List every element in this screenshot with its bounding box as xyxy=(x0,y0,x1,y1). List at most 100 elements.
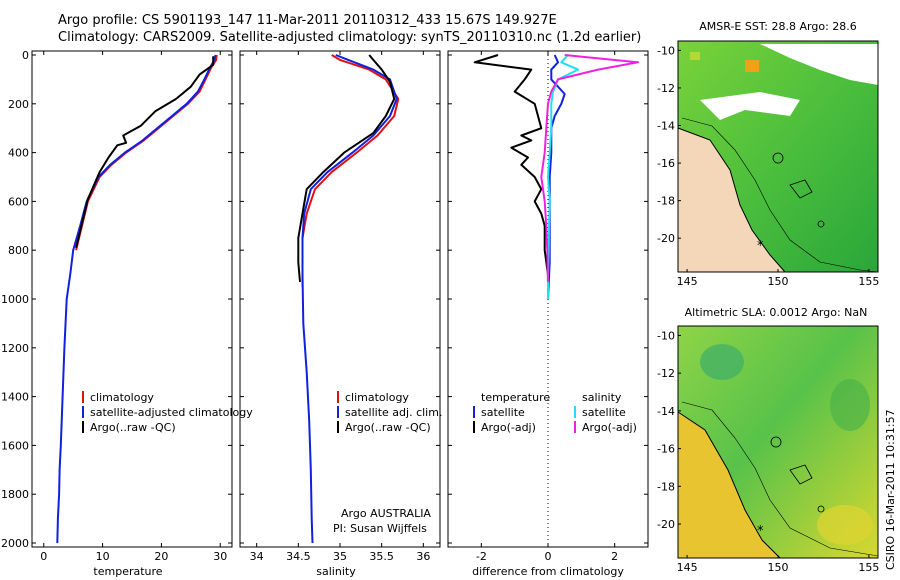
series-line-difference-3 xyxy=(540,54,639,282)
x-tick-label: 34 xyxy=(250,550,264,563)
sla-reef-2 xyxy=(789,464,813,485)
footer-timestamp: CSIRO 16-Mar-2011 10:31:57 xyxy=(884,409,897,570)
series-line-temperature-2 xyxy=(75,56,215,249)
series-line-difference-1 xyxy=(473,54,549,282)
sla-low-1 xyxy=(700,344,744,380)
x-tick-label: 0 xyxy=(545,550,552,563)
series-line-difference-2 xyxy=(547,54,579,299)
sst-patch-2 xyxy=(690,52,700,60)
sla-coastline xyxy=(677,411,781,559)
x-tick-label: 0 xyxy=(40,550,47,563)
legend-temp-argo: Argo(..raw -QC) xyxy=(90,421,176,434)
x-tick-label: 30 xyxy=(213,550,227,563)
figure-title-line2: Climatology: CARS2009. Satellite-adjuste… xyxy=(58,30,641,45)
sla-argo-marker: * xyxy=(757,524,764,539)
legend-sal-satellite: satellite adj. clim. xyxy=(345,406,442,419)
x-tick-label: 34.5 xyxy=(286,550,311,563)
x-tick-label: 36 xyxy=(416,550,430,563)
annotation-argo-australia: Argo AUSTRALIA xyxy=(341,507,431,520)
map-y-tick-label: -10 xyxy=(657,44,675,57)
y-tick-label: 2000 xyxy=(1,537,29,550)
sst-reef-1 xyxy=(772,152,784,164)
temperature-axes xyxy=(31,50,233,548)
sst-map-ticks: 145 150 155 -10 -12 -14 -16 -18 -20 xyxy=(657,44,879,288)
x-tick-label: 10 xyxy=(96,550,110,563)
map-x-tick-label: 145 xyxy=(677,561,698,574)
sst-map-title: AMSR-E SST: 28.8 Argo: 28.6 xyxy=(699,20,857,33)
sst-nodata-band xyxy=(700,92,800,120)
map-y-tick-label: -18 xyxy=(657,480,675,493)
temperature-plot: 0 10 20 30 0 200 400 600 800 1000 1200 1400 1600 1800… xyxy=(1,49,232,563)
series-line-salinity-0 xyxy=(301,54,400,287)
sla-reef-1 xyxy=(770,436,782,448)
legend-diff-temp-title: temperature xyxy=(481,391,550,404)
sst-land xyxy=(678,128,785,272)
y-tick-label: 600 xyxy=(8,195,29,208)
sst-reef-3 xyxy=(817,220,825,228)
sla-map-title: Altimetric SLA: 0.0012 Argo: NaN xyxy=(685,306,868,319)
map-y-tick-label: -14 xyxy=(657,120,675,133)
map-y-tick-label: -18 xyxy=(657,195,675,208)
legend-diff-sal-title: salinity xyxy=(582,391,622,404)
sla-map: * xyxy=(677,325,879,559)
difference-plot: -2 0 2 xyxy=(448,51,648,563)
x-tick-label: 35 xyxy=(333,550,347,563)
y-tick-label: 1400 xyxy=(1,391,29,404)
annotation-pi: PI: Susan Wijffels xyxy=(333,522,427,535)
legend-diff-temp-argo: Argo(-adj) xyxy=(481,421,536,434)
series-line-salinity-2 xyxy=(297,54,396,282)
map-y-tick-label: -10 xyxy=(657,329,675,342)
sla-coastal-band xyxy=(678,412,780,558)
series-line-salinity-1 xyxy=(301,54,398,544)
map-x-tick-label: 150 xyxy=(768,561,789,574)
sla-isobath xyxy=(681,401,879,557)
map-x-tick-label: 155 xyxy=(858,561,879,574)
legend-sal-climatology: climatology xyxy=(345,391,409,404)
sst-isobath xyxy=(681,117,879,273)
figure-title-line1: Argo profile: CS 5901193_147 11-Mar-2011… xyxy=(58,13,557,28)
sla-map-ticks: 145 150 155 -10 -12 -14 -16 -18 -20 xyxy=(657,329,879,574)
map-y-tick-label: -16 xyxy=(657,157,675,170)
legend-diff-temp-satellite: satellite xyxy=(481,406,525,419)
map-y-tick-label: -20 xyxy=(657,518,675,531)
y-tick-label: 1200 xyxy=(1,342,29,355)
sst-nodata-north xyxy=(760,44,878,85)
y-tick-label: 800 xyxy=(8,244,29,257)
difference-legend: temperature satellite Argo(-adj) salinit… xyxy=(473,391,637,434)
map-y-tick-label: -16 xyxy=(657,443,675,456)
legend-diff-sal-satellite: satellite xyxy=(582,406,626,419)
salinity-axes xyxy=(239,50,441,548)
legend-sal-argo: Argo(..raw -QC) xyxy=(345,421,431,434)
y-tick-label: 200 xyxy=(8,98,29,111)
map-x-tick-label: 150 xyxy=(768,275,789,288)
difference-xlabel: difference from climatology xyxy=(472,565,624,578)
sst-map: * xyxy=(677,40,879,273)
temperature-legend: climatology satellite-adjusted climatolo… xyxy=(82,391,253,434)
sst-argo-marker: * xyxy=(757,239,764,254)
map-y-tick-label: -12 xyxy=(657,367,675,380)
map-y-tick-label: -12 xyxy=(657,82,675,95)
x-tick-label: 2 xyxy=(611,550,618,563)
sla-reef-3 xyxy=(817,505,825,513)
y-tick-label: 400 xyxy=(8,147,29,160)
map-y-tick-label: -20 xyxy=(657,232,675,245)
legend-temp-climatology: climatology xyxy=(90,391,154,404)
legend-temp-satellite: satellite-adjusted climatology xyxy=(90,406,253,419)
sst-warm-patch xyxy=(745,60,759,72)
y-tick-label: 0 xyxy=(22,49,29,62)
sla-high-1 xyxy=(817,505,873,545)
temperature-xlabel: temperature xyxy=(93,565,162,578)
series-line-temperature-0 xyxy=(75,54,218,251)
sst-reef-2 xyxy=(789,179,813,199)
legend-diff-sal-argo: Argo(-adj) xyxy=(582,421,637,434)
sst-coastline xyxy=(677,127,786,273)
map-x-tick-label: 145 xyxy=(677,275,698,288)
map-y-tick-label: -14 xyxy=(657,405,675,418)
salinity-legend: climatology satellite adj. clim. Argo(..… xyxy=(333,391,442,535)
salinity-plot: 34 34.5 35 35.5 36 xyxy=(240,51,440,563)
y-tick-label: 1000 xyxy=(1,293,29,306)
x-tick-label: 20 xyxy=(154,550,168,563)
sla-low-2 xyxy=(830,379,870,431)
x-tick-label: -2 xyxy=(476,550,487,563)
